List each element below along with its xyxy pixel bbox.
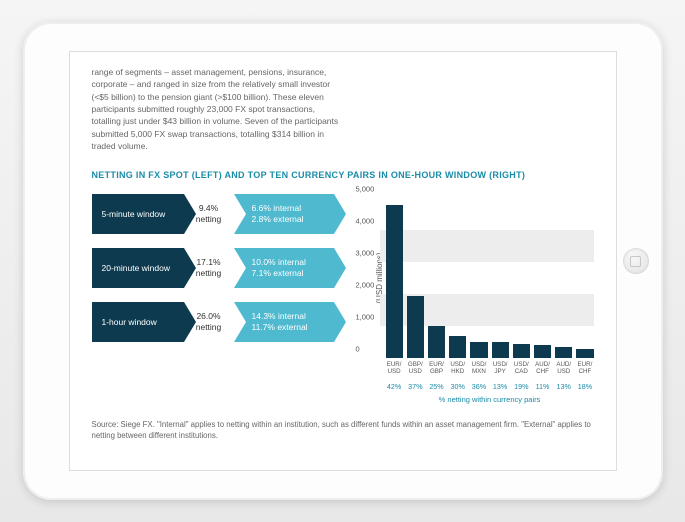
source-footnote: Source: Siege FX. "Internal" applies to … [92,420,594,442]
percent-label: 37% [407,382,424,391]
chevron-breakdown: 14.3% internal11.7% external [234,302,334,342]
percent-label: 19% [513,382,530,391]
percent-label: 13% [492,382,509,391]
bar [513,344,530,358]
x-tick-label: USD/ CAD [513,362,530,376]
y-tick: 3,000 [356,249,375,258]
percent-label: 36% [470,382,487,391]
netting-pct: 26.0% netting [192,311,226,333]
y-tick: 0 [356,345,360,354]
percent-label: 13% [555,382,572,391]
barchart-panel: (USD millions) 01,0002,0003,0004,0005,00… [352,194,594,404]
bar [428,326,445,358]
x-tick-label: GBP/ USD [407,362,424,376]
x-tick-label: EUR/ CHF [576,362,593,376]
intro-paragraph: range of segments – asset management, pe… [92,66,342,152]
x-tick-label: USD/ MXN [470,362,487,376]
netting-row-5min: 5-minute window 9.4% netting 6.6% intern… [92,194,334,234]
barchart: (USD millions) 01,0002,0003,0004,0005,00… [380,198,594,358]
x-tick-label: USD/ HKD [449,362,466,376]
x-tick-label: AUD/ USD [555,362,572,376]
y-tick: 2,000 [356,281,375,290]
y-tick: 5,000 [356,185,375,194]
percent-row: 42% 37% 25% 30% 36% 13% 19% 11% 13% 18% [386,382,594,391]
document-screen: range of segments – asset management, pe… [69,51,617,471]
bar [576,349,593,359]
netting-arrows: 5-minute window 9.4% netting 6.6% intern… [92,194,334,404]
netting-row-20min: 20-minute window 17.1% netting 10.0% int… [92,248,334,288]
netting-row-1hr: 1-hour window 26.0% netting 14.3% intern… [92,302,334,342]
bar [407,296,424,358]
y-tick: 1,000 [356,313,375,322]
x-tick-label: USD/ JPY [492,362,509,376]
tablet-frame: range of segments – asset management, pe… [23,22,663,500]
bar [555,347,572,358]
x-tick-label: AUD/ CHF [534,362,551,376]
bar [449,336,466,358]
percent-label: 42% [386,382,403,391]
chevron-breakdown: 6.6% internal2.8% external [234,194,334,234]
chevron-window: 5-minute window [92,194,184,234]
x-axis-labels: EUR/ USD GBP/ USD EUR/ GBP USD/ HKD USD/ MXN… [386,362,594,376]
netting-pct: 17.1% netting [192,257,226,279]
netting-pct: 9.4% netting [192,203,226,225]
content-row: 5-minute window 9.4% netting 6.6% intern… [92,194,594,404]
percent-label: 11% [534,382,551,391]
y-tick: 4,000 [356,217,375,226]
x-tick-label: EUR/ USD [386,362,403,376]
percent-label: 25% [428,382,445,391]
bar [386,205,403,359]
percent-label: 18% [576,382,593,391]
bar [492,342,509,358]
home-button[interactable] [623,248,649,274]
chevron-window: 20-minute window [92,248,184,288]
section-heading: NETTING IN FX SPOT (LEFT) AND TOP TEN CU… [92,170,594,180]
bar [470,342,487,358]
chevron-breakdown: 10.0% internal7.1% external [234,248,334,288]
x-tick-label: EUR/ GBP [428,362,445,376]
percent-label: 30% [449,382,466,391]
bar [534,345,551,358]
percent-caption: % netting within currency pairs [386,395,594,404]
chevron-window: 1-hour window [92,302,184,342]
